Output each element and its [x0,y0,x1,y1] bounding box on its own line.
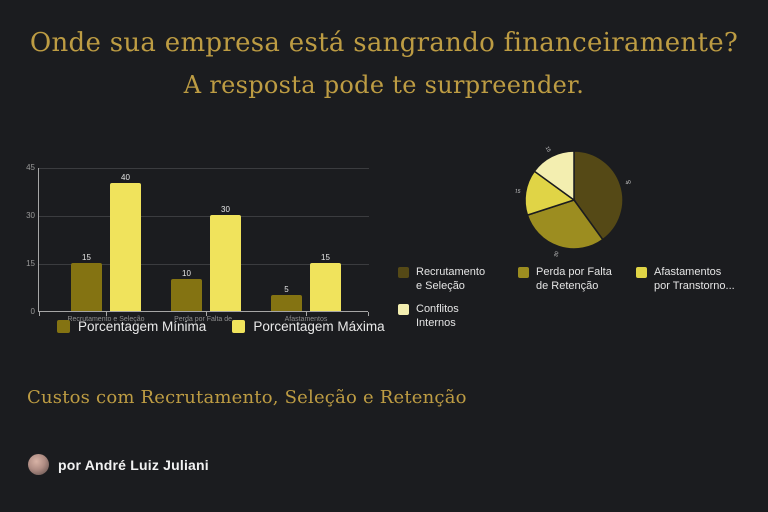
gridline-y-15 [39,264,369,265]
legend-swatch [636,267,647,278]
pie-legend: Recrutamento e Seleção Perda por Falta de… [398,264,758,334]
legend-swatch [232,320,246,333]
bar-legend-item-minima: Porcentagem Mínima [57,319,206,334]
legend-label: Porcentagem Máxima [253,319,385,334]
legend-swatch [518,267,529,278]
bar-chart: 0 15 30 45 15 40 Recrutamento e Seleção 10 30 Per… [26,164,385,335]
pie-slice-2 [526,199,604,250]
legend-swatch [398,267,409,278]
bar-min-2 [171,279,202,311]
legend-label: Perda por Falta de Retenção [536,266,612,292]
x-axis-tick [368,312,369,316]
pie-legend-item-1: Recrutamento e Seleção [398,266,485,294]
pie-value-label: 15 [544,146,552,154]
x-axis-category-label: Recrutamento e Seleção [67,316,145,323]
author-avatar [28,454,49,475]
bar-value-label: 30 [221,205,230,214]
bar-min-1 [71,263,102,311]
legend-label: Afastamentos por Transtorno... [654,266,735,292]
chart-caption: Custos com Recrutamento, Seleção e Reten… [27,387,467,408]
pie-slice-1 [573,150,624,241]
x-axis-tick [306,312,307,316]
pie-value-label: 15 [514,188,521,195]
bar-value-label: 15 [82,253,91,262]
y-axis-tick-label: 30 [26,211,35,220]
infographic-title: Onde sua empresa está sangrando financei… [0,28,768,99]
author-name: por André Luiz Juliani [58,456,209,473]
y-axis-tick-label: 45 [26,163,35,172]
byline: por André Luiz Juliani [28,454,209,475]
gridline-y-30 [39,216,369,217]
title-line-2: A resposta pode te surpreender. [183,71,585,99]
x-axis-tick [106,312,107,316]
x-axis-tick [39,312,40,316]
bar-value-label: 40 [121,173,130,182]
legend-label: Conflitos Internos [416,303,459,329]
pie-value-label: 30 [553,251,560,258]
pie-chart: 40 30 15 15 [514,146,632,258]
pie-value-label: 40 [625,179,632,186]
pie-legend-item-4: Conflitos Internos [398,303,459,331]
bar-legend-item-maxima: Porcentagem Máxima [232,319,385,334]
bar-value-label: 5 [284,285,289,294]
bar-max-1 [110,183,141,311]
legend-label: Porcentagem Mínima [78,319,207,334]
pie-legend-item-3: Afastamentos por Transtorno... [636,266,735,294]
legend-swatch [398,304,409,315]
bar-value-label: 10 [182,269,191,278]
bar-value-label: 15 [321,253,330,262]
bar-min-3 [271,295,302,311]
pie-slice-4 [533,150,575,202]
bar-max-3 [310,263,341,311]
y-axis-tick-label: 0 [30,307,35,316]
pie-legend-item-2: Perda por Falta de Retenção [518,266,612,294]
bar-chart-legend: Porcentagem Mínima Porcentagem Máxima [57,319,385,334]
x-axis-tick [206,312,207,316]
x-axis-category-label: Perda por Falta de... [174,316,238,323]
y-axis-tick-label: 15 [26,259,35,268]
x-axis-category-label: Afastamentos [284,316,328,323]
title-line-1: Onde sua empresa está sangrando financei… [29,28,739,58]
bar-max-2 [210,215,241,311]
gridline-y-45 [39,168,369,169]
legend-label: Recrutamento e Seleção [416,266,486,292]
legend-swatch [57,320,70,333]
